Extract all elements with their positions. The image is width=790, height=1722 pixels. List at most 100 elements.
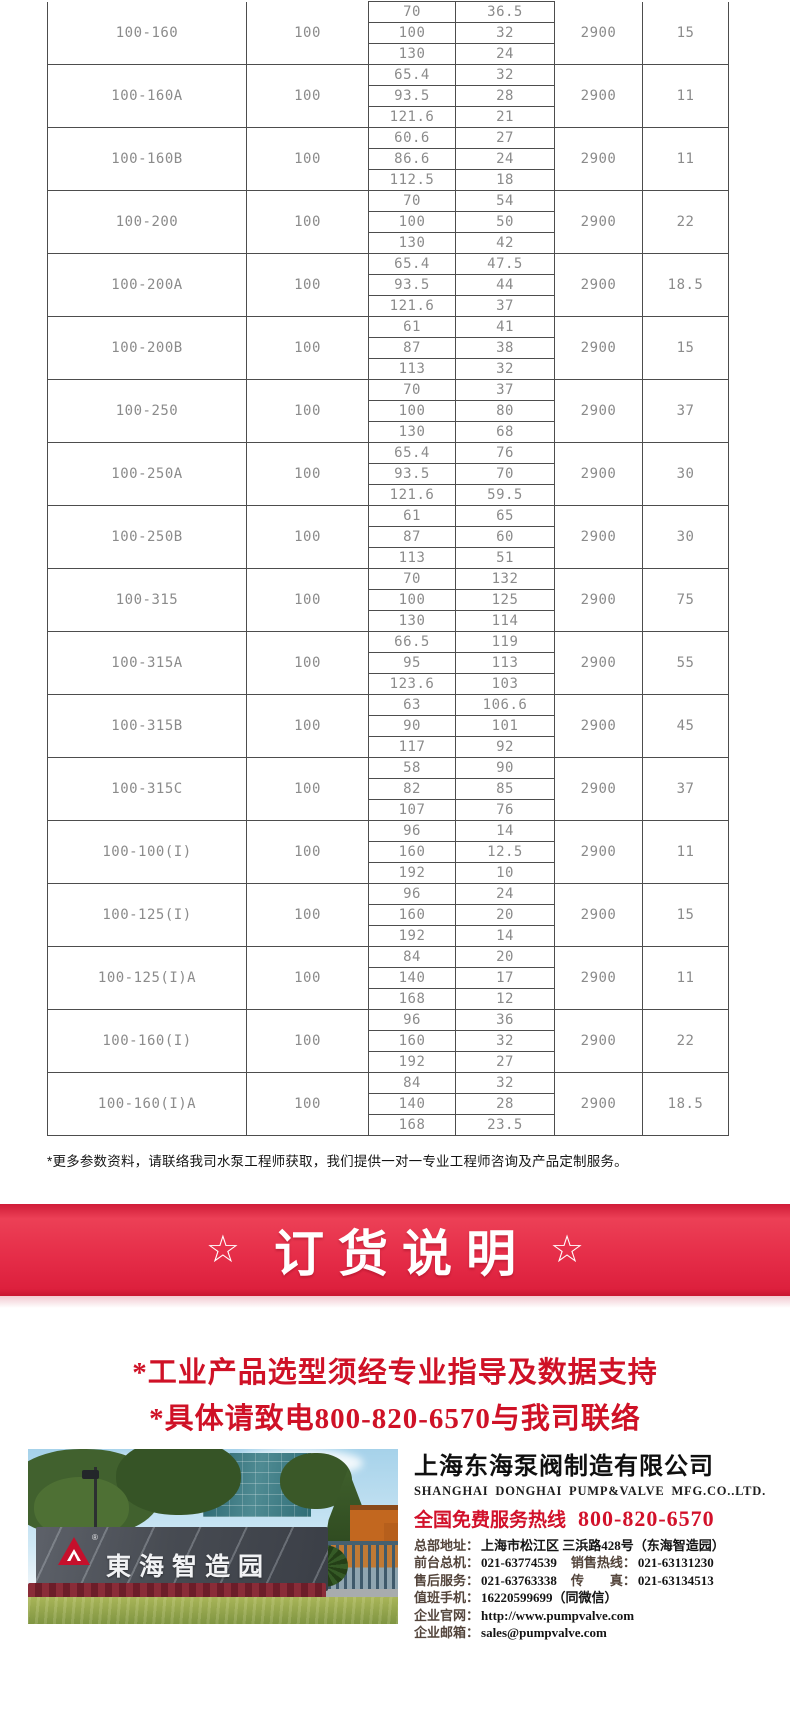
diameter-cell: 100 [246, 379, 369, 443]
flow-cell: 65.4 [368, 64, 456, 86]
flow-cell: 107 [368, 799, 456, 821]
model-cell: 100-160 [47, 1, 247, 65]
flow-cell: 58 [368, 757, 456, 779]
model-cell: 100-200 [47, 190, 247, 254]
head-cell: 36.5 [455, 1, 555, 23]
contact-line-website: 企业官网： http://www.pumpvalve.com [414, 1607, 770, 1624]
speed-cell: 2900 [554, 757, 643, 821]
head-cell: 20 [455, 904, 555, 926]
speed-cell: 2900 [554, 568, 643, 632]
head-cell: 12.5 [455, 841, 555, 863]
contact-label: 企业邮箱： [414, 1625, 480, 1641]
head-cell: 24 [455, 883, 555, 905]
head-cell: 119 [455, 631, 555, 653]
power-cell: 18.5 [642, 1072, 729, 1136]
flow-cell: 140 [368, 1093, 456, 1115]
flow-cell: 60.6 [368, 127, 456, 149]
flow-cell: 160 [368, 1030, 456, 1052]
head-cell: 12 [455, 988, 555, 1010]
contact-value: 上海市松江区 三浜路428号（东海智造园） [481, 1538, 725, 1553]
table-row: 130 114 [48, 610, 729, 632]
flow-cell: 192 [368, 1051, 456, 1073]
diameter-cell: 100 [246, 946, 369, 1010]
diameter-cell: 100 [246, 1, 369, 65]
head-cell: 76 [455, 442, 555, 464]
table-row: 121.6 37 [48, 295, 729, 317]
diameter-cell: 100 [246, 190, 369, 254]
flow-cell: 84 [368, 1072, 456, 1094]
table-row: 100 125 [48, 589, 729, 611]
table-row: 100-160 100 70 36.5 2900 15 [47, 1, 729, 65]
diameter-cell: 100 [246, 883, 369, 947]
head-cell: 28 [455, 1093, 555, 1115]
hotline-label: 全国免费服务热线 [414, 1510, 567, 1531]
head-cell: 27 [455, 1051, 555, 1073]
flow-cell: 113 [368, 358, 456, 380]
camera-box [82, 1470, 99, 1479]
head-cell: 106.6 [455, 694, 555, 716]
head-cell: 38 [455, 337, 555, 359]
flow-cell: 84 [368, 946, 456, 968]
speed-cell: 2900 [554, 1009, 643, 1073]
table-row: 100-200A 100 65.4 47.5 2900 18.5 [47, 253, 729, 317]
pump-spec-table-grid: 100-160 100 70 36.5 2900 15 100 32 130 24 100-160A… [47, 1, 729, 1136]
flow-cell: 70 [368, 568, 456, 590]
pump-table-body: 100-160 100 70 36.5 2900 15 100 32 130 24 100-160A… [47, 1, 729, 1136]
head-cell: 51 [455, 547, 555, 569]
head-cell: 32 [455, 358, 555, 380]
head-cell: 24 [455, 43, 555, 65]
head-cell: 50 [455, 211, 555, 233]
head-cell: 21 [455, 106, 555, 128]
flow-cell: 123.6 [368, 673, 456, 695]
head-cell: 76 [455, 799, 555, 821]
model-cell: 100-315 [47, 568, 247, 632]
table-row: 100-250B 100 61 65 2900 30 [47, 505, 729, 569]
model-cell: 100-200A [47, 253, 247, 317]
head-cell: 103 [455, 673, 555, 695]
flow-cell: 96 [368, 820, 456, 842]
model-cell: 100-125(I)A [47, 946, 247, 1010]
table-row: 160 12.5 [48, 841, 729, 863]
power-cell: 11 [642, 64, 729, 128]
contact-line-email: 企业邮箱： sales@pumpvalve.com [414, 1624, 770, 1641]
flow-cell: 100 [368, 589, 456, 611]
head-cell: 70 [455, 463, 555, 485]
speed-cell: 2900 [554, 694, 643, 758]
power-cell: 22 [642, 1009, 729, 1073]
model-cell: 100-160B [47, 127, 247, 191]
diameter-cell: 100 [246, 253, 369, 317]
diameter-cell: 100 [246, 1009, 369, 1073]
model-cell: 100-250 [47, 379, 247, 443]
star-icon: ☆ [550, 1229, 585, 1271]
head-cell: 17 [455, 967, 555, 989]
head-cell: 85 [455, 778, 555, 800]
company-info: 上海东海泵阀制造有限公司 SHANGHAI DONGHAI PUMP&VALVE… [414, 1446, 770, 1641]
head-cell: 36 [455, 1009, 555, 1031]
flow-cell: 61 [368, 505, 456, 527]
flow-cell: 100 [368, 400, 456, 422]
tree-shape [116, 1449, 241, 1515]
slogan-line: *工业产品选型须经专业指导及数据支持 [132, 1357, 658, 1389]
diameter-cell: 100 [246, 64, 369, 128]
head-cell: 32 [455, 1030, 555, 1052]
table-row: 100-160(I)A 100 84 32 2900 18.5 [47, 1072, 729, 1136]
table-row: 100-160B 100 60.6 27 2900 11 [47, 127, 729, 191]
table-row: 100-315A 100 66.5 119 2900 55 [47, 631, 729, 695]
head-cell: 20 [455, 946, 555, 968]
power-cell: 55 [642, 631, 729, 695]
banner-title: 订货说明 [274, 1226, 530, 1282]
head-cell: 80 [455, 400, 555, 422]
model-cell: 100-315A [47, 631, 247, 695]
power-cell: 11 [642, 820, 729, 884]
flow-cell: 130 [368, 232, 456, 254]
table-row: 100-200B 100 61 41 2900 15 [47, 316, 729, 380]
contact-label: 值班手机： [414, 1590, 480, 1606]
table-row: 100-125(I)A 100 84 20 2900 11 [47, 946, 729, 1010]
contact-label: 前台总机： [414, 1555, 480, 1571]
lawn [28, 1597, 398, 1624]
power-cell: 30 [642, 505, 729, 569]
diameter-cell: 100 [246, 1072, 369, 1136]
power-cell: 37 [642, 757, 729, 821]
table-row: 100-250A 100 65.4 76 2900 30 [47, 442, 729, 506]
table-row: 100-200 100 70 54 2900 22 [47, 190, 729, 254]
